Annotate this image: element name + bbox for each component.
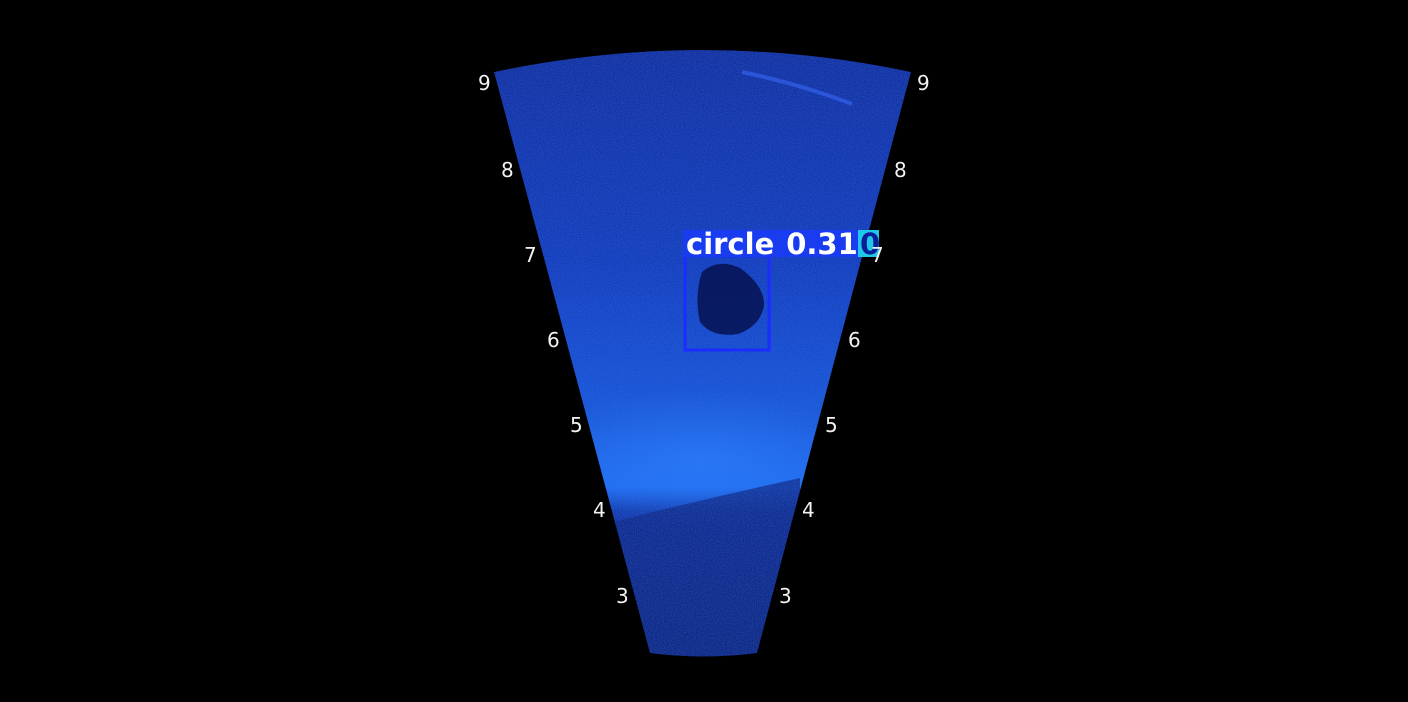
- range-label-right-8: 8: [894, 158, 907, 182]
- detection-class: circle: [686, 227, 774, 261]
- range-label-left-7: 7: [524, 243, 537, 267]
- range-scale-right: 9 8 7 6 5 4 3: [779, 71, 930, 608]
- detection-extra-bg: [858, 230, 879, 257]
- range-label-right-4: 4: [802, 498, 815, 522]
- range-label-right-6: 6: [848, 328, 861, 352]
- detection-label: circle 0.31: [686, 227, 858, 261]
- range-label-right-9: 9: [917, 71, 930, 95]
- range-label-left-6: 6: [547, 328, 560, 352]
- range-label-left-5: 5: [570, 413, 583, 437]
- sonar-fan: [494, 50, 911, 657]
- detection-label-bg: [683, 230, 859, 257]
- range-label-left-9: 9: [478, 71, 491, 95]
- range-label-left-4: 4: [593, 498, 606, 522]
- range-label-right-7: 7: [871, 243, 884, 267]
- target-object: [697, 263, 765, 335]
- range-label-right-3: 3: [779, 584, 792, 608]
- range-label-left-3: 3: [616, 584, 629, 608]
- surface-echo: [741, 70, 853, 106]
- range-label-right-5: 5: [825, 413, 838, 437]
- detection-extra-char: 0: [860, 227, 880, 261]
- range-label-left-8: 8: [501, 158, 514, 182]
- detection-confidence: 0.31: [786, 227, 858, 261]
- range-scale-left: 9 8 7 6 5 4 3: [478, 71, 629, 608]
